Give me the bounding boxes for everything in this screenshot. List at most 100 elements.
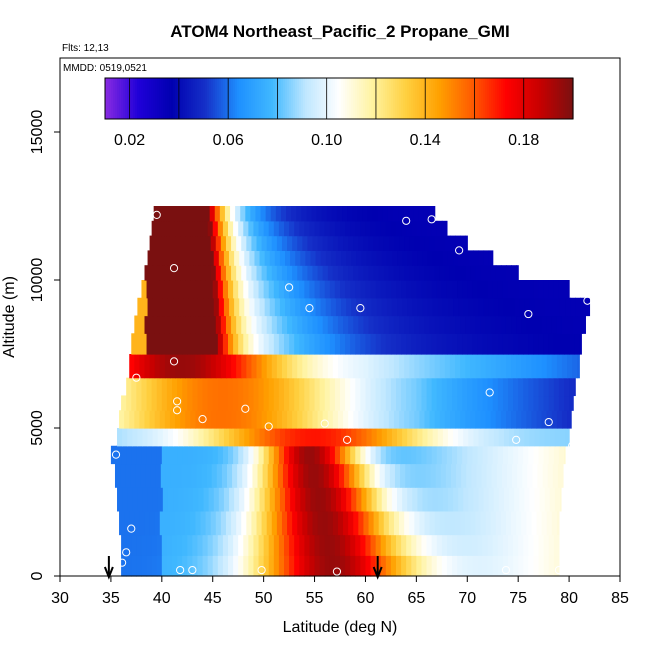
- heatmap-cell: [151, 445, 158, 465]
- colorbar-segment: [415, 78, 418, 119]
- heatmap-cell: [167, 428, 174, 447]
- colorbar-segment: [459, 78, 462, 119]
- heatmap-cell: [558, 377, 565, 397]
- heatmap-cell: [585, 297, 591, 317]
- heatmap-cell: [460, 315, 466, 334]
- heatmap: [110, 206, 591, 577]
- heatmap-cell: [284, 280, 290, 299]
- heatmap-cell: [319, 280, 326, 299]
- heatmap-cell: [253, 395, 260, 411]
- colorbar-segment: [309, 78, 312, 119]
- heatmap-cell: [565, 428, 570, 447]
- heatmap-cell: [264, 428, 271, 447]
- heatmap-cell: [149, 315, 156, 334]
- heatmap-cell: [219, 206, 226, 222]
- heatmap-cell: [230, 206, 236, 222]
- heatmap-cell: [411, 377, 417, 397]
- colorbar-segment: [297, 78, 300, 119]
- heatmap-cell: [426, 280, 433, 299]
- heatmap-cell: [497, 377, 504, 397]
- heatmap-cell: [343, 410, 349, 429]
- heatmap-cell: [202, 377, 209, 397]
- colorbar-segment: [381, 78, 384, 119]
- heatmap-cell: [424, 354, 431, 379]
- colorbar: 0.02 0.06 0.10 0.14 0.18: [104, 77, 574, 149]
- heatmap-cell: [480, 410, 487, 429]
- heatmap-cell: [436, 333, 443, 355]
- heatmap-cell: [282, 463, 289, 488]
- heatmap-cell: [322, 354, 329, 379]
- colorbar-segment: [283, 78, 286, 119]
- heatmap-cell: [416, 395, 423, 411]
- heatmap-cell: [305, 250, 312, 266]
- heatmap-cell: [236, 315, 242, 334]
- heatmap-cell: [289, 377, 295, 397]
- heatmap-cell: [399, 354, 405, 379]
- heatmap-cell: [132, 428, 138, 447]
- heatmap-cell: [516, 265, 519, 281]
- heatmap-cell: [294, 377, 300, 397]
- heatmap-cell: [125, 463, 131, 488]
- heatmap-cell: [470, 510, 477, 536]
- heatmap-cell: [289, 333, 295, 355]
- heatmap-cell: [502, 377, 509, 397]
- heatmap-cell: [577, 315, 583, 334]
- heatmap-cell: [195, 410, 202, 429]
- heatmap-cell: [419, 265, 426, 281]
- heatmap-cell: [259, 297, 266, 317]
- heatmap-cell: [185, 235, 191, 251]
- heatmap-cell: [502, 555, 509, 577]
- heatmap-cell: [288, 463, 294, 488]
- colorbar-segment: [209, 78, 212, 119]
- colorbar-segment: [449, 78, 452, 119]
- colorbar-segment: [275, 78, 278, 119]
- heatmap-cell: [512, 463, 518, 488]
- colorbar-segment: [233, 78, 236, 119]
- heatmap-cell: [426, 220, 433, 237]
- colorbar-segment: [567, 78, 570, 119]
- heatmap-cell: [482, 555, 489, 577]
- heatmap-cell: [187, 534, 193, 556]
- sample-point: [568, 441, 577, 450]
- heatmap-cell: [161, 377, 168, 397]
- heatmap-cell: [210, 410, 217, 429]
- heatmap-cell: [543, 534, 550, 556]
- colorbar-segment: [241, 78, 244, 119]
- x-tick-label: 55: [306, 590, 324, 607]
- heatmap-cell: [317, 265, 324, 281]
- heatmap-cell: [343, 315, 349, 334]
- heatmap-cell: [388, 410, 395, 429]
- heatmap-cell: [190, 510, 197, 536]
- heatmap-cell: [363, 315, 370, 334]
- heatmap-cell: [152, 297, 159, 317]
- heatmap-cell: [319, 395, 326, 411]
- colorbar-segment: [439, 78, 442, 119]
- heatmap-cell: [406, 280, 412, 299]
- heatmap-cell: [190, 265, 197, 281]
- heatmap-cell: [528, 377, 535, 397]
- heatmap-cell: [188, 250, 194, 266]
- heatmap-cell: [127, 428, 133, 447]
- colorbar-segment: [555, 78, 558, 119]
- heatmap-cell: [253, 534, 260, 556]
- colorbar-segment: [205, 78, 208, 119]
- heatmap-cell: [574, 333, 580, 355]
- colorbar-segment: [115, 78, 118, 119]
- sample-point: [241, 404, 250, 413]
- heatmap-cell: [263, 534, 270, 556]
- heatmap-cell: [373, 410, 380, 429]
- heatmap-cell: [375, 377, 382, 397]
- heatmap-cell: [495, 410, 502, 429]
- heatmap-cell: [151, 377, 158, 397]
- heatmap-cell: [136, 395, 143, 411]
- sample-point: [356, 304, 365, 313]
- heatmap-cell: [444, 354, 451, 379]
- heatmap-cell: [217, 377, 224, 397]
- colorbar-segment: [221, 78, 224, 119]
- heatmap-cell: [166, 555, 173, 577]
- heatmap-cell: [327, 410, 334, 429]
- heatmap-cell: [429, 354, 436, 379]
- colorbar-segment: [457, 78, 460, 119]
- colorbar-segment: [537, 78, 540, 119]
- heatmap-cell: [421, 445, 428, 465]
